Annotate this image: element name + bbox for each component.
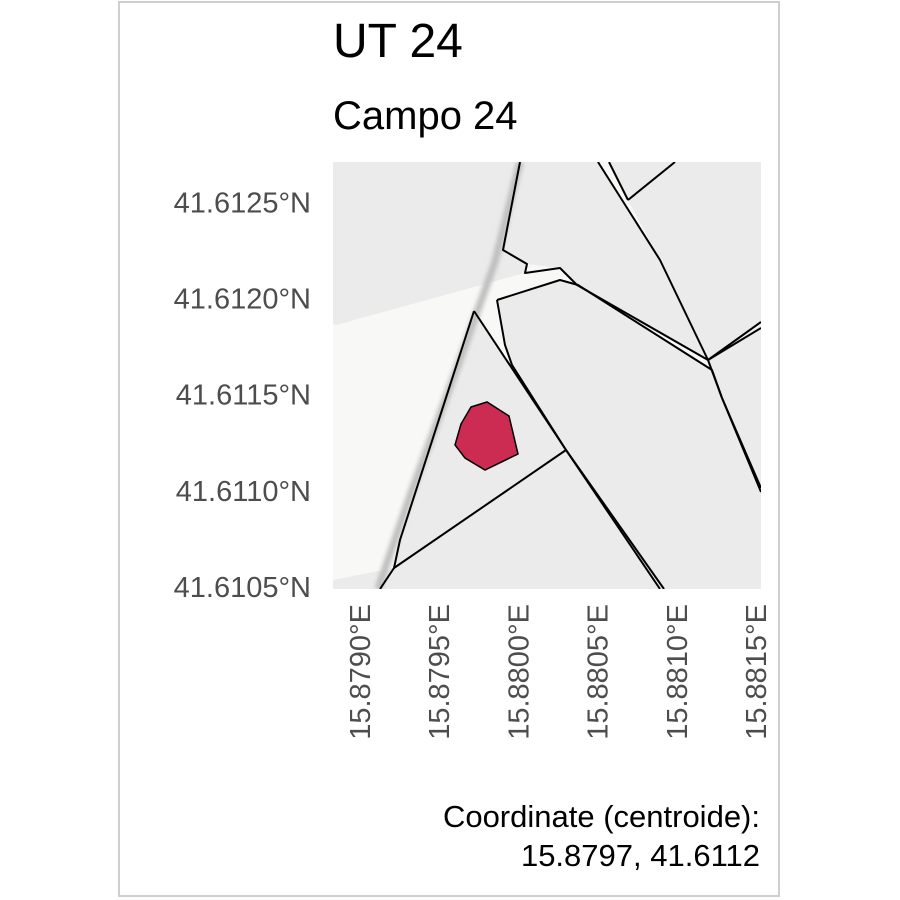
y-tick-label: 41.6105°N <box>174 572 311 604</box>
parcel-boundaries <box>379 162 761 589</box>
x-tick-label: 15.8800°E <box>503 604 535 740</box>
y-tick-label: 41.6110°N <box>176 476 311 508</box>
map-subtitle: Campo 24 <box>333 94 518 138</box>
map-title: UT 24 <box>333 15 463 68</box>
y-tick-label: 41.6120°N <box>174 284 311 316</box>
x-tick-label: 15.8790°E <box>345 604 377 740</box>
y-axis-tick-labels: 41.6125°N 41.6120°N 41.6115°N 41.6110°N 41.6… <box>174 187 311 604</box>
parcel-top-right <box>503 162 708 360</box>
road-line <box>374 162 524 589</box>
parcel-middle <box>497 280 761 589</box>
parcel-right <box>609 162 761 360</box>
y-tick-label: 41.6115°N <box>176 380 311 412</box>
x-tick-label: 15.8810°E <box>662 604 694 740</box>
x-tick-label: 15.8815°E <box>741 604 773 740</box>
x-axis-tick-labels: 15.8790°E 15.8795°E 15.8800°E 15.8805°E 15.8… <box>345 604 773 740</box>
parcel-far-right <box>708 325 761 490</box>
parcel-upper-left <box>333 162 527 325</box>
target-parcel-highlight <box>454 401 519 471</box>
centroid-caption: Coordinate (centroide): 15.8797, 41.6112 <box>443 798 760 876</box>
x-tick-label: 15.8805°E <box>583 604 615 740</box>
caption-coordinates: 15.8797, 41.6112 <box>520 837 760 873</box>
x-tick-label: 15.8795°E <box>424 604 456 740</box>
y-tick-label: 41.6125°N <box>174 187 311 219</box>
caption-heading: Coordinate (centroide): <box>442 799 760 834</box>
